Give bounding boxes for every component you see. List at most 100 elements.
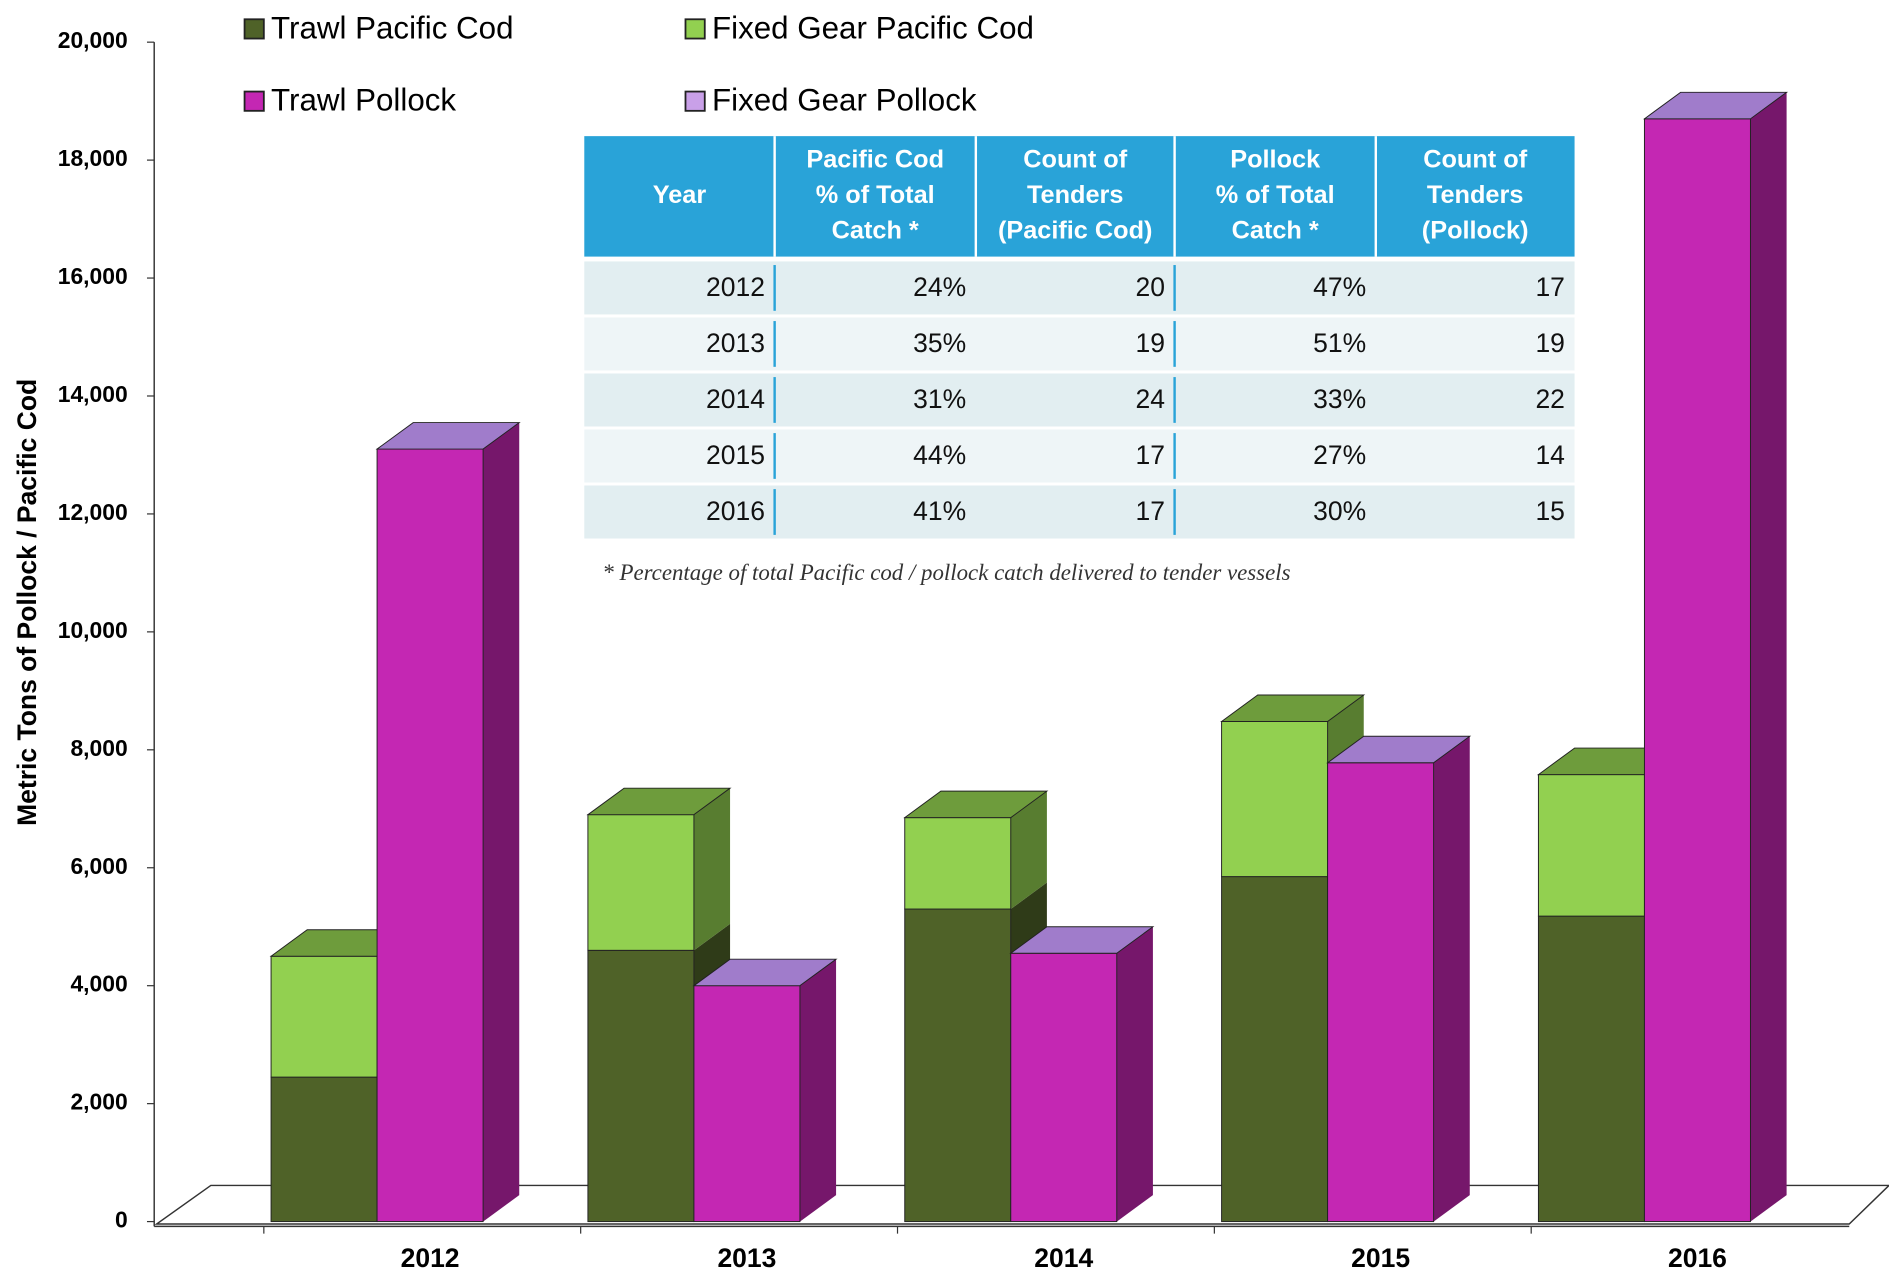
table-cell: 20 xyxy=(1135,272,1164,302)
y-tick-label: 16,000 xyxy=(58,263,128,289)
table-cell: 41% xyxy=(913,496,966,526)
bar xyxy=(1327,762,1435,1223)
table-cell: 15 xyxy=(1535,496,1564,526)
table-cell: 22 xyxy=(1535,384,1564,414)
y-tick-label: 10,000 xyxy=(58,617,128,643)
bar xyxy=(904,817,1012,910)
legend-label: Trawl Pacific Cod xyxy=(271,10,513,45)
bar-top xyxy=(692,958,838,987)
x-tick-label: 2015 xyxy=(1351,1243,1410,1273)
legend-swatch xyxy=(684,18,706,40)
table-header: Year xyxy=(653,181,707,209)
y-axis-title: Metric Tons of Pollock / Pacific Cod xyxy=(12,379,42,826)
table-header: (Pacific Cod) xyxy=(998,217,1153,245)
bar-top xyxy=(586,787,732,816)
y-tick-label: 4,000 xyxy=(70,971,127,997)
table-cell: 2013 xyxy=(706,328,765,358)
bar xyxy=(1221,876,1329,1223)
legend-label: Fixed Gear Pacific Cod xyxy=(712,10,1034,45)
bar-side xyxy=(799,959,837,1222)
table-cell: 2014 xyxy=(706,384,765,414)
bar-top xyxy=(1220,694,1366,722)
legend-label: Fixed Gear Pollock xyxy=(712,83,977,118)
table-cell: 2016 xyxy=(706,496,765,526)
bar xyxy=(1537,915,1645,1223)
bar-top xyxy=(1326,735,1472,764)
table-cell: 19 xyxy=(1535,328,1564,358)
table-cell: 19 xyxy=(1135,328,1164,358)
y-tick-label: 14,000 xyxy=(58,381,128,407)
bar-side xyxy=(1010,791,1047,910)
table-header-bg xyxy=(584,136,1575,257)
table-header: (Pollock) xyxy=(1422,217,1529,245)
table-header: Count of xyxy=(1423,146,1527,174)
bar-side xyxy=(1750,92,1787,1222)
legend-label: Trawl Pollock xyxy=(271,83,456,118)
y-tick-label: 8,000 xyxy=(70,735,127,761)
bar xyxy=(587,814,695,951)
y-tick-label: 20,000 xyxy=(58,27,128,53)
bar xyxy=(1537,774,1645,917)
table-cell: 30% xyxy=(1313,496,1366,526)
bar xyxy=(270,955,378,1078)
y-tick-label: 2,000 xyxy=(70,1089,127,1115)
table-cell: 47% xyxy=(1313,272,1366,302)
bar xyxy=(904,908,1012,1223)
table-row-bg xyxy=(584,317,1575,371)
y-tick-label: 12,000 xyxy=(58,499,128,525)
table-cell: 14 xyxy=(1535,440,1564,470)
legend-swatch xyxy=(684,90,706,112)
table-cell: 31% xyxy=(913,384,966,414)
table-row-bg xyxy=(584,485,1575,539)
bar-side xyxy=(1116,926,1153,1222)
legend-swatch xyxy=(243,18,265,40)
table-cell: 17 xyxy=(1135,496,1164,526)
table-header: % of Total xyxy=(1216,181,1335,209)
bar-side xyxy=(483,422,520,1222)
x-tick-label: 2012 xyxy=(401,1243,460,1273)
table-row-bg xyxy=(584,373,1575,427)
x-tick-label: 2013 xyxy=(717,1243,776,1273)
table-cell: 2015 xyxy=(706,440,765,470)
y-tick-label: 6,000 xyxy=(70,853,127,879)
bar-top xyxy=(1642,91,1789,120)
x-tick-label: 2016 xyxy=(1668,1243,1727,1273)
table-header: % of Total xyxy=(816,181,935,209)
table-cell: 27% xyxy=(1313,440,1366,470)
table-header: Pacific Cod xyxy=(806,146,944,174)
table-cell: 24 xyxy=(1135,384,1164,414)
plot xyxy=(269,91,1789,1223)
bar xyxy=(270,1076,378,1223)
bar-top xyxy=(903,790,1049,819)
bar xyxy=(1221,721,1329,878)
table-cell: 2012 xyxy=(706,272,765,302)
bar-top xyxy=(375,422,521,450)
table-header: Tenders xyxy=(1427,181,1523,209)
bar xyxy=(1643,118,1751,1223)
bar xyxy=(693,985,801,1223)
table-header: Tenders xyxy=(1027,181,1123,209)
table-header: Catch * xyxy=(832,217,919,245)
table-row-bg xyxy=(584,261,1575,315)
bar xyxy=(376,448,484,1223)
table-header: Pollock xyxy=(1230,146,1321,174)
table-cell: 35% xyxy=(913,328,966,358)
bar xyxy=(587,949,695,1223)
bar-top xyxy=(1009,926,1155,954)
bar-side xyxy=(1433,736,1470,1222)
table-cell: 17 xyxy=(1135,440,1164,470)
table-cell: 51% xyxy=(1313,328,1366,358)
x-tick-label: 2014 xyxy=(1034,1243,1093,1273)
table-note: * Percentage of total Pacific cod / poll… xyxy=(602,560,1290,585)
bar xyxy=(1010,952,1118,1223)
table-cell: 33% xyxy=(1313,384,1366,414)
table-cell: 44% xyxy=(913,440,966,470)
bar-side xyxy=(693,788,731,951)
y-tick-label: 0 xyxy=(115,1207,128,1233)
table-cell: 24% xyxy=(913,272,966,302)
table-header: Catch * xyxy=(1232,217,1319,245)
table-row-bg xyxy=(584,429,1575,483)
table-header: Count of xyxy=(1023,146,1127,174)
table-cell: 17 xyxy=(1535,272,1564,302)
